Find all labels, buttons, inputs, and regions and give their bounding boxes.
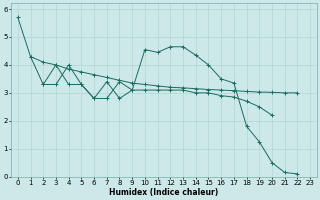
X-axis label: Humidex (Indice chaleur): Humidex (Indice chaleur) xyxy=(109,188,219,197)
